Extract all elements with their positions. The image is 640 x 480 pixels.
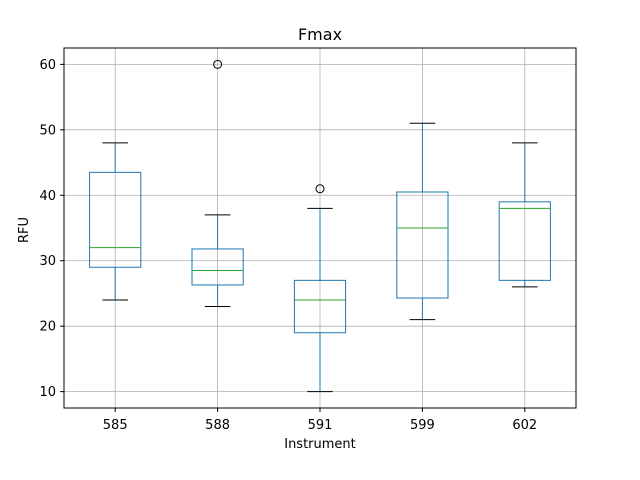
y-tick-label: 10	[39, 385, 56, 400]
iqr-box	[498, 201, 551, 281]
iqr-box	[293, 279, 347, 334]
outlier-point	[315, 184, 325, 194]
y-tick-label: 60	[39, 58, 56, 73]
box-layer	[89, 59, 551, 393]
x-axis-label: Instrument	[284, 437, 356, 452]
outlier-point	[213, 59, 223, 69]
box-585	[89, 142, 142, 301]
box-591	[293, 184, 347, 393]
box-588	[191, 59, 244, 308]
x-tick-label: 585	[103, 418, 128, 433]
iqr-box	[89, 171, 142, 268]
x-tick-label: 591	[308, 418, 333, 433]
x-tick-label: 599	[410, 418, 435, 433]
iqr-box	[396, 191, 449, 299]
x-tick-label: 602	[512, 418, 537, 433]
box-599	[396, 122, 449, 321]
chart-title: Fmax	[298, 25, 342, 44]
y-tick-label: 50	[39, 123, 56, 138]
x-tick-label: 588	[205, 418, 230, 433]
box-602	[498, 142, 551, 288]
y-axis-label: RFU	[17, 217, 32, 243]
y-tick-label: 20	[39, 320, 56, 335]
y-tick-label: 40	[39, 189, 56, 204]
axes: 10 20 30 40 50 60 585 588 591 599 602	[39, 47, 577, 433]
iqr-box	[191, 248, 244, 286]
y-tick-label: 30	[39, 254, 56, 269]
